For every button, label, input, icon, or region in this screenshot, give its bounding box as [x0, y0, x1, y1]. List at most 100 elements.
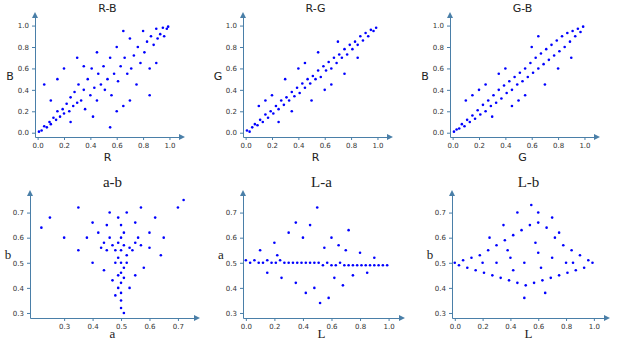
x-tick-mark	[483, 318, 484, 321]
scatter-point	[506, 249, 509, 252]
scatter-point	[356, 44, 359, 47]
y-tick-mark	[32, 133, 35, 134]
y-tick-label: 1.0	[433, 22, 444, 30]
scatter-point	[577, 27, 580, 30]
chart-title: a-b	[103, 174, 122, 190]
y-tick: 0.4	[226, 87, 243, 95]
scatter-point	[106, 224, 109, 227]
scatter-point	[120, 299, 123, 302]
scatter-point	[123, 312, 126, 315]
x-tick-label: 0.8	[553, 142, 564, 150]
x-tick-mark	[479, 137, 480, 140]
y-axis: 0.00.20.40.60.81.0	[18, 18, 36, 138]
y-tick-label: 1.0	[18, 22, 29, 30]
scatter-point	[52, 116, 55, 119]
scatter-point	[326, 261, 329, 264]
scatter-point	[483, 272, 486, 275]
scatter-point	[474, 117, 477, 120]
x-axis-title: R	[104, 151, 112, 164]
scatter-point	[372, 30, 375, 33]
x-tick-label: 0.4	[298, 323, 310, 331]
y-tick-mark	[32, 90, 35, 91]
x-tick: 0.6	[527, 137, 539, 150]
x-tick-label: 1.0	[579, 142, 590, 150]
scatter-point	[266, 259, 269, 262]
scatter-point	[280, 99, 283, 102]
x-tick-mark	[566, 318, 567, 321]
y-tick-label: 0.2	[226, 108, 237, 116]
scatter-point	[65, 102, 68, 105]
scatter-point	[106, 78, 109, 81]
x-axis-arrow	[604, 315, 610, 321]
x-tick-label: 0.7	[173, 323, 184, 331]
scatter-point	[142, 30, 145, 33]
x-axis-line	[453, 318, 606, 319]
x-tick: 0.8	[561, 318, 572, 331]
y-tick-mark	[240, 47, 243, 48]
scatter-point	[362, 39, 365, 42]
scatter-point	[77, 83, 80, 86]
scatter-point	[123, 244, 126, 247]
scatter-point	[277, 108, 280, 111]
scatter-point	[123, 266, 126, 269]
scatter-point	[295, 221, 298, 224]
scatter-point	[534, 241, 537, 244]
scatter-point	[142, 266, 145, 269]
scatter-point	[314, 78, 317, 81]
y-tick: 0.0	[226, 129, 243, 137]
scatter-point	[508, 80, 511, 83]
scatter-point	[280, 277, 283, 280]
scatter-point	[152, 44, 155, 47]
scatter-point	[40, 226, 43, 229]
scatter-point	[466, 119, 469, 122]
scatter-point	[114, 294, 117, 297]
scatter-point	[503, 84, 506, 87]
scatter-point	[317, 261, 320, 264]
scatter-point	[512, 269, 515, 272]
scatter-point	[347, 264, 350, 267]
scatter-point	[155, 62, 158, 65]
x-tick-label: 0.4	[85, 142, 97, 150]
x-tick-mark	[64, 318, 65, 321]
scatter-point	[109, 126, 112, 129]
y-tick-label: 0.6	[226, 65, 238, 73]
x-axis-title: a	[110, 326, 116, 340]
scatter-point	[541, 279, 544, 282]
scatter-point	[343, 264, 346, 267]
scatter-point	[122, 30, 125, 33]
scatter-point	[69, 96, 72, 99]
scatter-point	[347, 229, 350, 232]
y-axis: 0.00.20.40.60.81.0	[226, 18, 244, 138]
scatter-point	[540, 52, 543, 55]
y-tick-label: 0.5	[226, 260, 237, 268]
scatter-point	[273, 241, 276, 244]
x-tick-mark	[117, 137, 118, 140]
scatter-point	[356, 264, 359, 267]
scatter-point	[369, 264, 372, 267]
scatter-point	[359, 35, 362, 38]
scatter-point	[264, 99, 267, 102]
scatter-point	[125, 261, 128, 264]
scatter-point	[150, 35, 153, 38]
scatter-point	[137, 236, 140, 239]
scatter-point	[334, 264, 337, 267]
x-tick-label: 0.0	[241, 142, 252, 150]
x-axis-line	[451, 137, 596, 138]
scatter-point	[537, 67, 540, 70]
scatter-point	[305, 261, 308, 264]
y-tick: 0.3	[13, 310, 30, 318]
scatter-point	[254, 123, 257, 126]
scatter-point	[264, 113, 267, 116]
scatter-point	[508, 279, 511, 282]
x-axis-line	[244, 137, 389, 138]
scatter-point	[267, 116, 270, 119]
chart-title: R-B	[98, 2, 116, 15]
scatter-point	[346, 53, 349, 56]
y-axis: 0.30.40.50.60.7	[13, 196, 31, 319]
scatter-point	[103, 241, 106, 244]
scatter-point	[49, 216, 52, 219]
scatter-point	[322, 264, 325, 267]
scatter-point	[351, 48, 354, 51]
x-axis-arrow	[594, 134, 600, 140]
x-axis-title: G	[518, 151, 527, 164]
